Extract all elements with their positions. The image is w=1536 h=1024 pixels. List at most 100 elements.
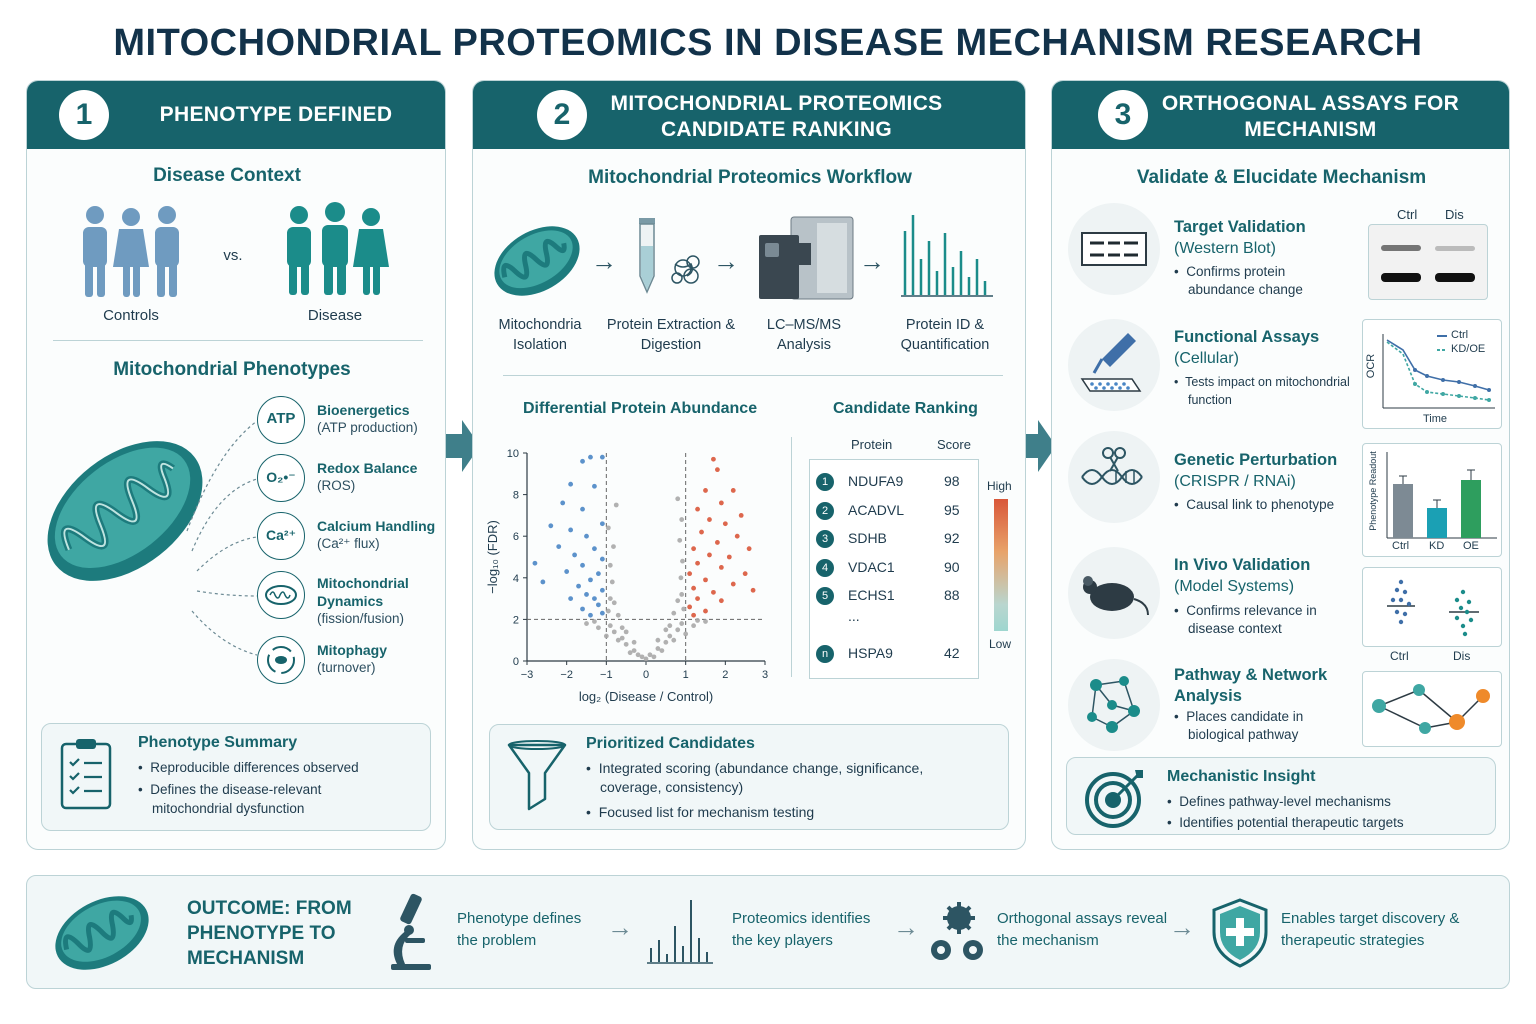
rank-score: 88 xyxy=(944,587,960,603)
panel-assays: 3 ORTHOGONAL ASSAYS FOR MECHANISM Valida… xyxy=(1051,80,1510,850)
assay-title: Target Validation xyxy=(1174,218,1306,236)
mitophagy-glyph xyxy=(267,646,295,674)
data-point xyxy=(750,587,756,593)
outcome-step-text: Enables target discovery & therapeutic s… xyxy=(1281,910,1460,949)
rank-score: 92 xyxy=(944,530,960,546)
data-point xyxy=(599,610,605,616)
data-point xyxy=(613,502,619,508)
y-axis-label: −log₁₀ (FDR) xyxy=(485,520,500,594)
vs-label: vs. xyxy=(223,247,243,264)
panel-header: 1 PHENOTYPE DEFINED xyxy=(27,81,445,149)
mitochondrion-icon xyxy=(55,896,149,970)
pipette-glyph xyxy=(1080,333,1142,392)
panel-title: ORTHOGONAL ASSAYS FOR MECHANISM xyxy=(1161,92,1460,141)
pathway-network-diagram xyxy=(1362,671,1502,747)
data-point xyxy=(623,641,629,647)
blot-glyph xyxy=(1081,232,1147,266)
blot-band xyxy=(1435,246,1475,251)
disease-label: Disease xyxy=(307,307,363,324)
data-point xyxy=(703,608,708,614)
x-tick-label: 3 xyxy=(762,669,768,681)
data-point xyxy=(738,513,744,518)
data-point xyxy=(580,562,585,568)
shield-plus-icon xyxy=(1212,898,1268,968)
ocr-chart: Ctrl KD/OE OCR Time xyxy=(1362,319,1502,429)
data-point xyxy=(718,565,724,570)
data-point xyxy=(568,481,574,487)
bar-label: Ctrl xyxy=(1392,540,1410,552)
superoxide-icon: O₂•⁻ xyxy=(257,454,305,502)
data-point xyxy=(607,623,613,629)
rank-badge: 2 xyxy=(816,501,834,520)
superoxide-icon-label: O₂•⁻ xyxy=(266,469,296,485)
gears-icon xyxy=(931,902,983,960)
atp-icon-label: ATP xyxy=(266,410,296,427)
rank-protein: ECHS1 xyxy=(848,587,895,603)
data-point xyxy=(655,646,661,651)
panel-header: 2 MITOCHONDRIAL PROTEOMICS CANDIDATE RAN… xyxy=(473,81,1025,149)
pathway-graph xyxy=(1372,684,1490,734)
data-point xyxy=(730,581,736,587)
rank-score: 98 xyxy=(944,473,960,489)
data-point xyxy=(663,627,669,633)
mitophagy-icon xyxy=(257,636,305,684)
data-point xyxy=(584,533,589,539)
assay-bullet-text: Tests impact on mitochondrial function xyxy=(1185,375,1350,407)
color-scale xyxy=(994,499,1008,631)
scale-high-label: High xyxy=(987,479,1012,493)
ranking-title: Candidate Ranking xyxy=(833,400,978,417)
panel-header: 3 ORTHOGONAL ASSAYS FOR MECHANISM xyxy=(1052,81,1509,149)
page-title: MITOCHONDRIAL PROTEOMICS IN DISEASE MECH… xyxy=(113,22,1423,64)
volcano-plot: 0 2 4 6 8 10 −3 −2 −1 0 1 2 3 log₂ (Disease / Control… xyxy=(485,448,768,704)
data-point xyxy=(687,604,693,610)
assay-bullet-text: Confirms protein abundance change xyxy=(1186,264,1303,297)
y-tick-label: 0 xyxy=(513,656,519,668)
arrow-icon: → xyxy=(713,246,739,276)
rank-score: 90 xyxy=(944,558,960,575)
phenotype-title: Redox Balance xyxy=(317,460,418,476)
section-title: Mitochondrial Proteomics Workflow xyxy=(588,167,912,188)
assay-bullet-text: Causal link to phenotype xyxy=(1186,497,1335,512)
rank-score: 95 xyxy=(944,501,960,518)
ocr-y-label: OCR xyxy=(1365,353,1378,379)
arrow-icon: → xyxy=(1169,912,1195,942)
arrow-icon: → xyxy=(893,912,919,942)
disease-people-icon xyxy=(287,202,389,295)
rank-badge: 5 xyxy=(816,587,834,605)
phenotype-sub: (Ca²⁺ flux) xyxy=(317,536,380,551)
bar-y-label: Phenotype Readout xyxy=(1368,451,1378,531)
mitochondrion-icon xyxy=(494,226,580,296)
data-point xyxy=(611,544,616,549)
data-point xyxy=(607,596,613,601)
mouse-icon xyxy=(1068,547,1160,639)
insight-bullet: • Defines pathway-level mechanisms xyxy=(1167,794,1391,809)
data-point xyxy=(726,554,732,560)
data-point xyxy=(627,650,633,656)
blot-band xyxy=(1381,245,1421,251)
data-point xyxy=(619,635,625,641)
western-blot-icon xyxy=(1068,203,1160,295)
ranking-row: 2 ACADVL 95 xyxy=(810,497,990,525)
assay-bullet: • Confirms relevance in disease context xyxy=(1174,603,1317,636)
data-point xyxy=(605,525,611,531)
bar-label: OE xyxy=(1463,540,1479,552)
outcome-step-text: Phenotype defines the problem xyxy=(457,910,582,949)
assay-sub: (Cellular) xyxy=(1174,350,1239,367)
summary-bullet-text: Defines the disease-relevant mitochondri… xyxy=(150,782,322,816)
data-point xyxy=(671,610,677,616)
panel-proteomics: 2 MITOCHONDRIAL PROTEOMICS CANDIDATE RAN… xyxy=(472,80,1026,850)
data-point xyxy=(715,540,720,545)
prioritized-box: Prioritized Candidates • Integrated scor… xyxy=(489,724,1009,830)
data-point xyxy=(683,631,689,637)
section-title: Mitochondrial Phenotypes xyxy=(113,359,351,380)
data-point xyxy=(592,619,597,624)
data-point xyxy=(568,527,574,533)
data-point xyxy=(695,596,700,601)
data-point xyxy=(592,483,597,489)
crispr-glyph xyxy=(1081,447,1143,485)
ocr-legend-ctrl: Ctrl xyxy=(1451,329,1469,341)
divider xyxy=(53,340,423,341)
data-point xyxy=(576,583,581,589)
assay-title: Functional Assays xyxy=(1174,328,1320,346)
data-point xyxy=(703,619,708,624)
